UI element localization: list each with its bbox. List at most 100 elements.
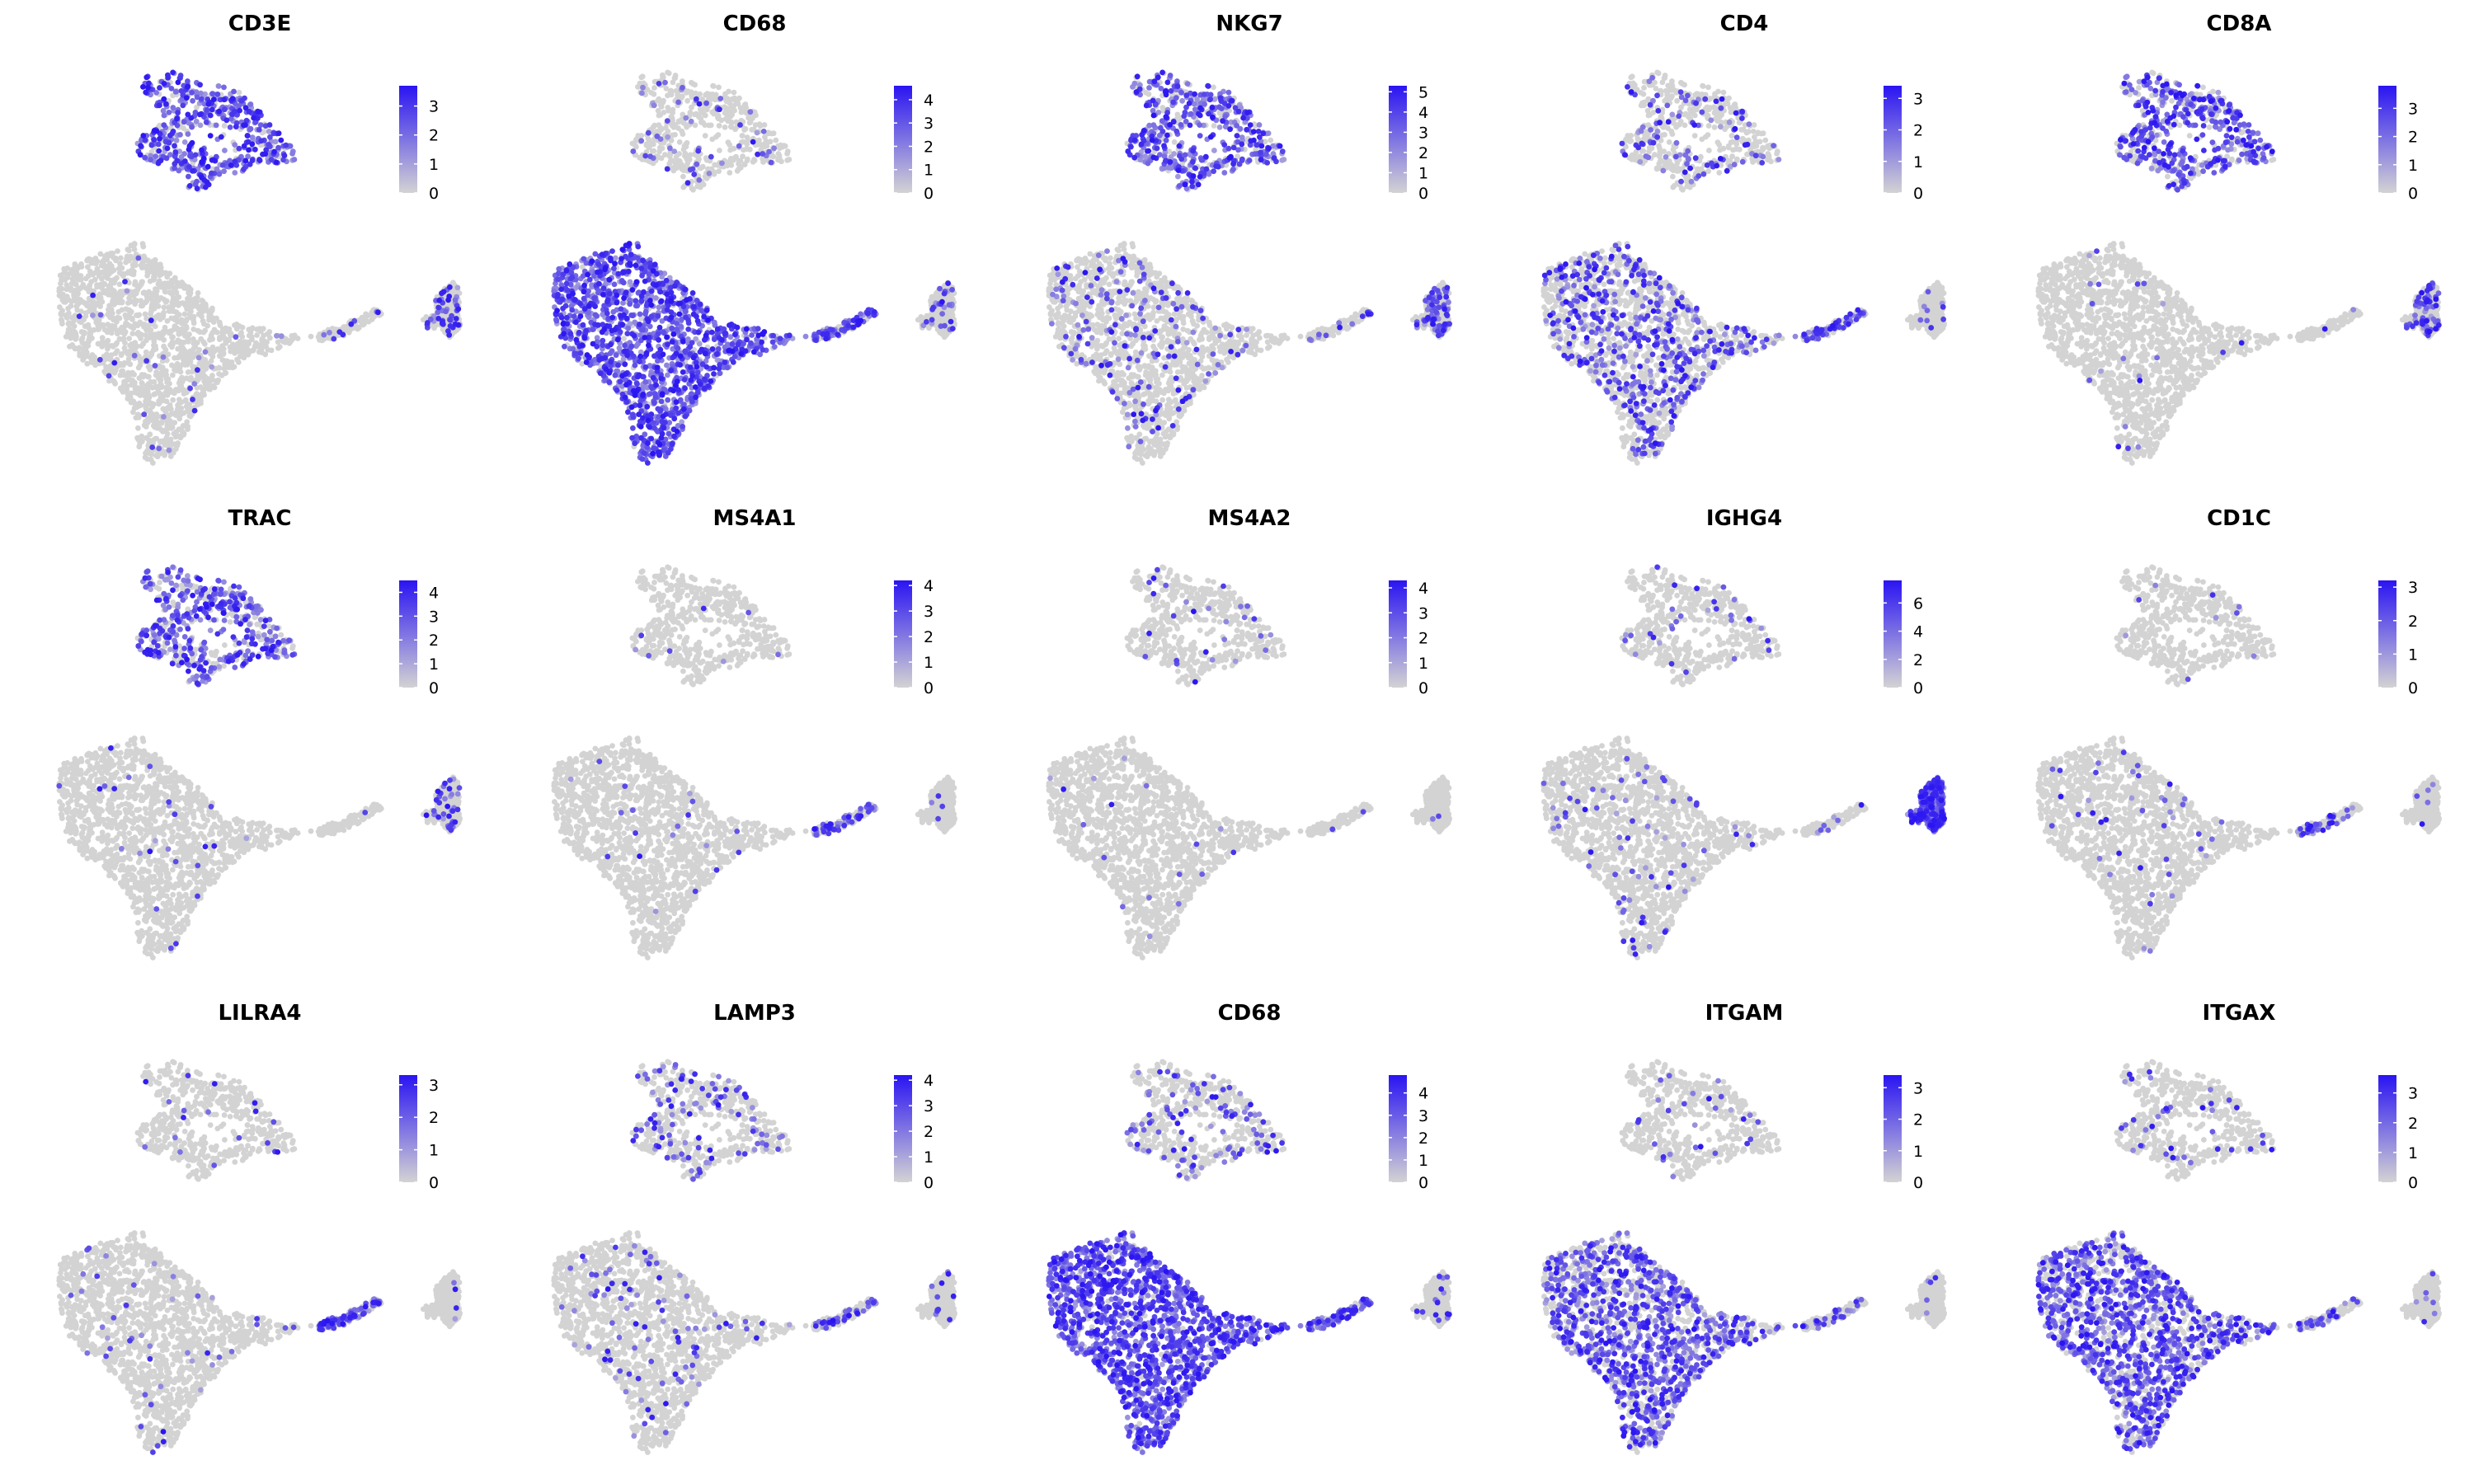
cell-point [360, 321, 366, 327]
cell-point [581, 256, 587, 262]
cell-point [157, 85, 162, 91]
colorbar-tick-label: 2 [429, 127, 439, 145]
cell-point [651, 122, 658, 129]
cell-point [655, 107, 661, 114]
cell-point [194, 104, 200, 110]
cell-point [172, 355, 178, 361]
cell-point [161, 112, 167, 119]
cell-point [105, 322, 111, 328]
cell-point [731, 89, 737, 96]
cell-point [193, 392, 200, 398]
cell-point [656, 414, 661, 420]
cell-point [246, 332, 252, 339]
cell-point [160, 107, 167, 114]
cell-point [185, 111, 191, 118]
cell-point [365, 318, 372, 325]
cell-point [632, 440, 638, 447]
cell-point [209, 170, 214, 176]
cell-point [202, 357, 209, 363]
cell-point [139, 372, 145, 378]
cell-point [813, 337, 819, 343]
cell-point [680, 184, 687, 190]
cell-point [937, 285, 943, 292]
cell-point [63, 282, 70, 288]
cell-point [647, 323, 653, 330]
cell-point [632, 362, 638, 369]
cell-point [724, 364, 731, 371]
cell-point [101, 289, 106, 296]
cell-point [139, 303, 146, 309]
cell-point [144, 392, 151, 399]
cell-point [248, 326, 255, 332]
cell-point [676, 151, 682, 157]
cell-point [243, 344, 250, 350]
cell-point [570, 345, 576, 352]
cell-point [642, 308, 649, 315]
cell-point [172, 143, 177, 149]
cell-point [722, 95, 729, 101]
cell-point [675, 345, 681, 351]
cell-point [195, 355, 202, 361]
cell-point [693, 152, 699, 158]
cell-point [647, 153, 653, 160]
cell-point [646, 157, 651, 164]
cell-point [155, 386, 162, 392]
cell-point [177, 132, 183, 138]
cell-point [227, 331, 233, 337]
cell-point [176, 416, 183, 422]
cell-point [163, 155, 170, 162]
cell-point [187, 308, 194, 313]
cell-point [342, 326, 349, 332]
cell-point [140, 290, 147, 296]
cell-point [181, 119, 187, 125]
cell-point [148, 379, 154, 385]
cell-point [71, 329, 78, 336]
cell-point [158, 270, 165, 277]
cell-point [101, 326, 108, 333]
cell-point [727, 142, 733, 148]
cell-point [664, 118, 670, 124]
cell-point [143, 353, 149, 359]
cell-point [173, 137, 180, 143]
cell-point [156, 363, 162, 369]
cell-point [267, 335, 273, 341]
cell-point [89, 302, 95, 308]
cell-point [85, 264, 91, 270]
cell-point [164, 280, 171, 287]
cell-point [708, 153, 714, 160]
cell-point [585, 292, 590, 298]
cell-point [166, 110, 172, 115]
cell-point [115, 248, 120, 254]
cell-point [929, 317, 935, 323]
cell-point [580, 322, 586, 328]
cell-point [87, 308, 94, 314]
cell-point [618, 306, 624, 312]
cell-point [680, 120, 687, 126]
cell-point [97, 251, 104, 257]
cell-point [641, 450, 647, 457]
cell-point [200, 339, 207, 345]
cell-point [656, 304, 662, 311]
cell-point [149, 444, 156, 450]
cell-point [231, 88, 237, 95]
cell-point [637, 349, 644, 355]
cell-point [639, 456, 646, 463]
cell-point [766, 148, 772, 155]
cell-point [264, 331, 270, 337]
cell-point [170, 69, 176, 76]
cell-point [106, 303, 113, 309]
cell-point [99, 335, 106, 341]
cell-point [112, 296, 119, 303]
cell-point [188, 377, 195, 383]
cell-point [171, 308, 177, 314]
cell-point [140, 84, 146, 90]
cell-point [106, 378, 112, 384]
cell-point [118, 255, 124, 261]
cell-point [181, 353, 188, 359]
cell-point [665, 134, 671, 140]
cell-point [254, 326, 260, 332]
cell-point [775, 157, 781, 163]
cell-point [76, 286, 82, 293]
cell-point [675, 125, 681, 131]
cell-point [135, 414, 142, 420]
